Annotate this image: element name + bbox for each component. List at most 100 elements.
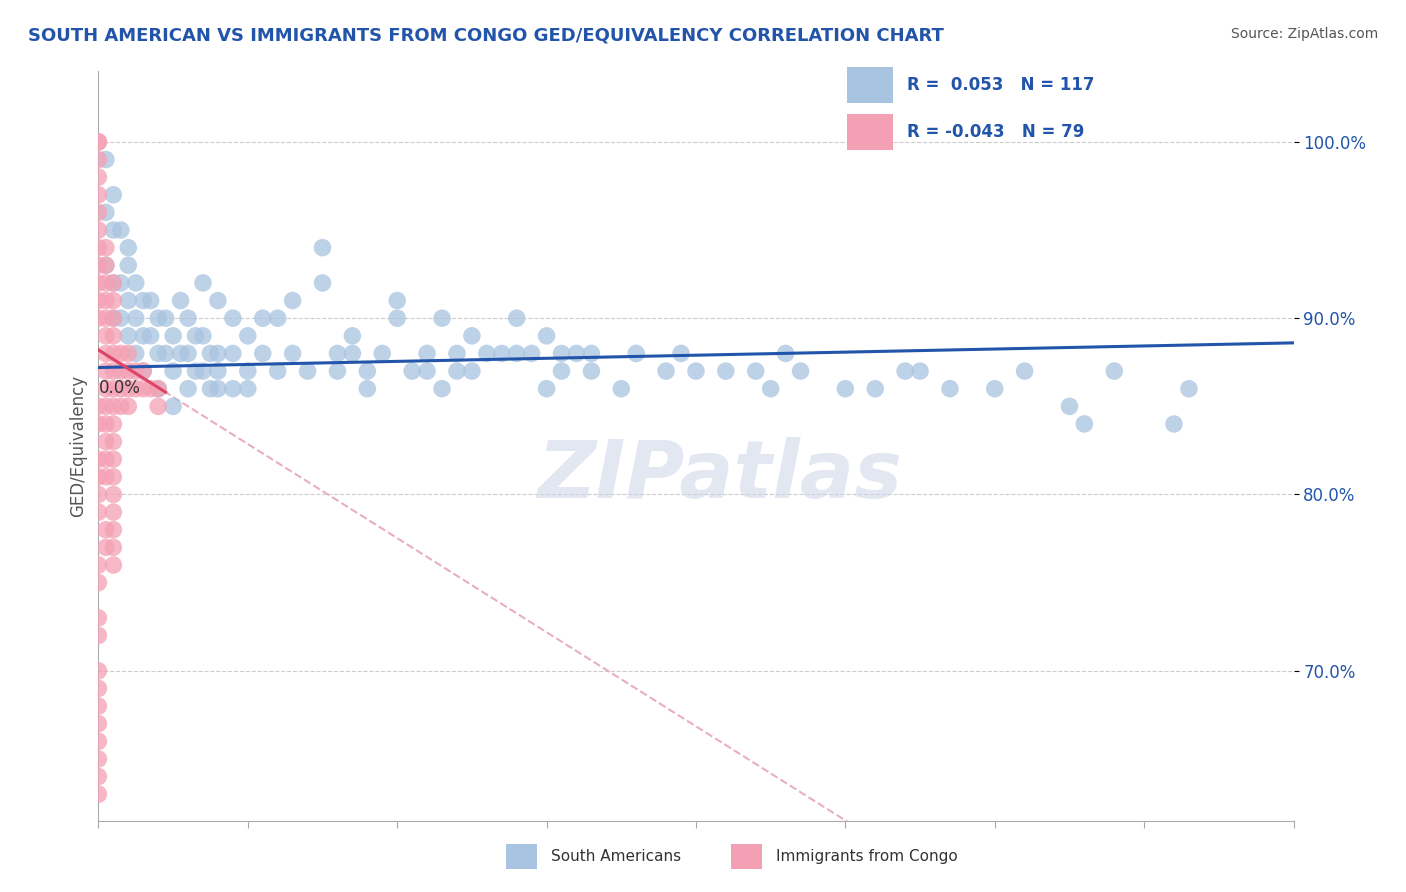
Point (550, 346, 572, 360)
Point (87, 153, 110, 167)
Point (117, 241, 139, 255)
Point (430, 311, 453, 326)
Text: Immigrants from Congo: Immigrants from Congo (776, 849, 957, 863)
Point (103, 223, 125, 237)
Point (416, 364, 439, 378)
Text: ZIPatlas: ZIPatlas (537, 437, 903, 515)
Point (506, 311, 529, 326)
Point (252, 311, 274, 326)
Point (267, 311, 290, 326)
Point (475, 346, 498, 360)
Point (139, 293, 162, 308)
Point (87, 135, 110, 149)
Point (87, 787, 110, 801)
Point (184, 364, 207, 378)
Point (148, 382, 170, 396)
Point (110, 276, 132, 290)
Point (581, 364, 603, 378)
Point (94, 153, 117, 167)
Point (759, 382, 782, 396)
Point (536, 382, 558, 396)
FancyBboxPatch shape (731, 844, 762, 869)
FancyBboxPatch shape (506, 844, 537, 869)
Point (908, 364, 931, 378)
Point (87, 558, 110, 572)
Point (110, 223, 132, 237)
Point (536, 328, 558, 343)
Point (94, 470, 117, 484)
Point (87, 223, 110, 237)
Point (148, 346, 170, 360)
Point (103, 346, 125, 360)
Point (939, 382, 962, 396)
Point (125, 346, 148, 360)
Point (326, 346, 349, 360)
Point (87, 135, 110, 149)
Point (103, 382, 125, 396)
Point (103, 505, 125, 519)
Point (87, 664, 110, 678)
Point (87, 258, 110, 272)
Point (87, 417, 110, 431)
Point (87, 681, 110, 696)
Point (94, 346, 117, 360)
Point (342, 346, 364, 360)
Point (139, 382, 162, 396)
Point (610, 382, 633, 396)
Point (236, 382, 259, 396)
Point (103, 276, 125, 290)
Point (132, 382, 155, 396)
Point (125, 311, 148, 326)
Point (356, 364, 378, 378)
Point (222, 346, 245, 360)
Point (94, 328, 117, 343)
Point (1073, 417, 1095, 431)
Point (117, 364, 139, 378)
Point (207, 382, 229, 396)
Point (87, 276, 110, 290)
Point (110, 400, 132, 414)
Point (550, 364, 572, 378)
Point (626, 346, 648, 360)
Point (177, 346, 200, 360)
Point (745, 364, 768, 378)
Point (311, 241, 333, 255)
Point (87, 628, 110, 642)
Point (87, 770, 110, 784)
Point (87, 752, 110, 766)
Point (94, 382, 117, 396)
Point (117, 382, 139, 396)
Point (191, 276, 214, 290)
Point (94, 258, 117, 272)
Point (87, 311, 110, 326)
Point (371, 346, 394, 360)
Point (103, 470, 125, 484)
Point (267, 364, 290, 378)
Point (94, 258, 117, 272)
Point (125, 364, 148, 378)
Point (162, 364, 184, 378)
Point (1163, 417, 1185, 431)
Point (87, 487, 110, 501)
Point (94, 241, 117, 255)
Point (894, 364, 917, 378)
Point (184, 328, 207, 343)
Point (155, 346, 177, 360)
Point (162, 400, 184, 414)
Point (789, 364, 811, 378)
Point (103, 434, 125, 449)
Point (87, 505, 110, 519)
Point (281, 346, 304, 360)
Point (148, 400, 170, 414)
Point (446, 346, 468, 360)
Point (297, 364, 319, 378)
Point (401, 364, 423, 378)
Point (94, 364, 117, 378)
Point (222, 311, 245, 326)
Point (461, 328, 484, 343)
Point (446, 364, 468, 378)
Point (103, 364, 125, 378)
Point (169, 293, 191, 308)
Text: R =  0.053   N = 117: R = 0.053 N = 117 (907, 76, 1094, 95)
Point (236, 364, 259, 378)
